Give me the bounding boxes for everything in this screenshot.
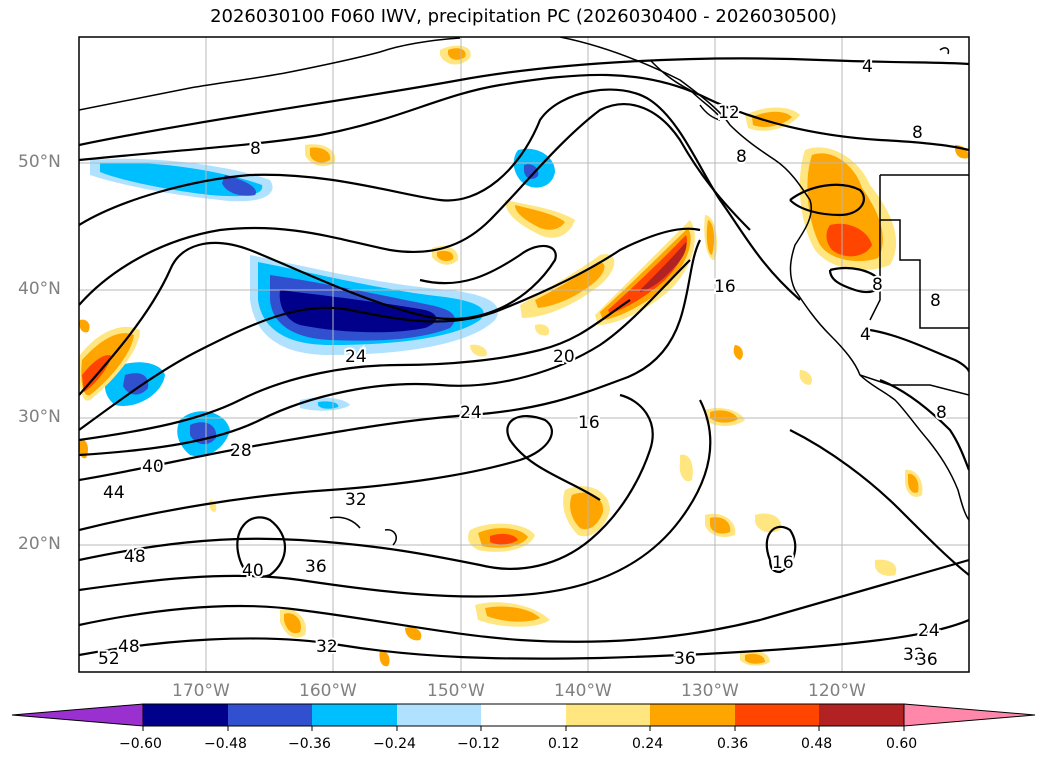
lat-label: 30°N <box>18 407 61 427</box>
colorbar-tick-label: −0.36 <box>288 736 331 752</box>
contour-label: 36 <box>305 557 327 577</box>
contour-label: 16 <box>714 277 736 297</box>
colorbar-tick-label: 0.12 <box>548 736 580 752</box>
lat-label: 20°N <box>18 534 61 554</box>
colorbar-extend-high <box>903 703 1036 727</box>
iwv-contours <box>79 57 969 660</box>
colorbar-tick-label: −0.24 <box>373 736 416 752</box>
colorbar-swatch <box>397 704 481 726</box>
contour-labels: 4 8 8 12 8 8 8 4 8 16 20 24 16 24 28 40 … <box>96 55 949 672</box>
map-title: 2026030100 F060 IWV, precipitation PC (2… <box>210 6 837 27</box>
contour-label: 36 <box>916 650 938 670</box>
coastlines <box>79 37 969 546</box>
contour-label: 24 <box>345 347 367 367</box>
contour-label: 8 <box>930 291 941 311</box>
map-frame <box>78 36 970 673</box>
contour-label: 12 <box>718 103 740 123</box>
contour-label: 48 <box>118 637 140 657</box>
contour-label: 44 <box>103 483 125 503</box>
colorbar-tick-label: 0.60 <box>886 736 918 752</box>
lon-label: 160°W <box>299 681 357 701</box>
colorbar-extend-low <box>11 703 144 727</box>
contour-label: 8 <box>250 139 261 159</box>
colorbar-swatch <box>228 704 312 726</box>
colorbar-tick-label: −0.12 <box>457 736 500 752</box>
lon-label: 120°W <box>808 681 866 701</box>
contour-label: 24 <box>918 621 940 641</box>
precip-anomaly-shading <box>79 45 969 667</box>
colorbar-tick-label: 0.36 <box>717 736 749 752</box>
contour-label: 24 <box>460 403 482 423</box>
colorbar-tick-label: 0.48 <box>801 736 833 752</box>
colorbar-swatch <box>819 704 904 726</box>
contour-label: 36 <box>674 649 696 669</box>
lon-label: 140°W <box>554 681 612 701</box>
contour-label: 8 <box>912 123 923 143</box>
lat-label: 40°N <box>18 279 61 299</box>
contour-label: 16 <box>578 413 600 433</box>
contour-label: 32 <box>316 637 338 657</box>
colorbar-swatch <box>735 704 819 726</box>
contour-label: 8 <box>936 403 947 423</box>
contour-label: 52 <box>98 649 120 669</box>
contour-label: 28 <box>230 441 252 461</box>
lon-label: 130°W <box>681 681 739 701</box>
contour-label: 4 <box>862 57 873 77</box>
contour-label: 8 <box>872 275 883 295</box>
contour-label: 32 <box>345 490 367 510</box>
lon-label: 150°W <box>427 681 485 701</box>
colorbar-tick-label: −0.60 <box>119 736 162 752</box>
colorbar-swatch <box>566 704 650 726</box>
contour-label: 40 <box>142 457 164 477</box>
colorbar-swatch <box>481 704 566 726</box>
colorbar-swatch <box>143 704 228 726</box>
lon-label: 170°W <box>172 681 230 701</box>
contour-label: 32 <box>903 645 925 665</box>
colorbar-swatch <box>650 704 735 726</box>
colorbar-swatch <box>312 704 397 726</box>
contour-label: 40 <box>242 561 264 581</box>
colorbar-tick-label: −0.48 <box>204 736 247 752</box>
contour-label: 4 <box>860 325 871 345</box>
contour-label: 20 <box>553 347 575 367</box>
graticule <box>79 37 969 672</box>
colorbar <box>11 703 1036 731</box>
contour-label: 48 <box>124 547 146 567</box>
colorbar-tick-label: 0.24 <box>632 736 664 752</box>
contour-label: 8 <box>736 147 747 167</box>
lat-label: 50°N <box>18 152 61 172</box>
contour-label: 16 <box>772 553 794 573</box>
